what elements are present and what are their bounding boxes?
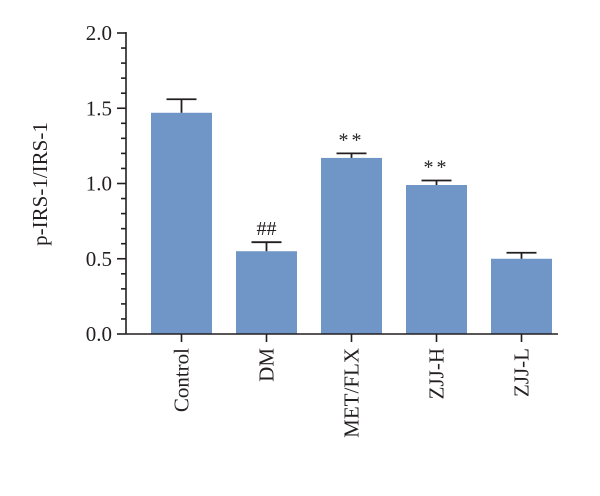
- bars: [151, 112, 552, 334]
- error-bar-control: [166, 98, 197, 113]
- x-tick-label: MET/FLX: [340, 348, 364, 438]
- y-tick-label: 0.5: [86, 247, 112, 271]
- bar-met-flx: [321, 157, 382, 334]
- x-tick-label: ZJJ-H: [425, 348, 449, 399]
- error-bar-zjj-l: [506, 251, 537, 259]
- significance-labels: ## ** **: [257, 129, 450, 240]
- bar-zjj-h: [406, 185, 467, 334]
- y-tick-label: 1.5: [86, 96, 112, 120]
- x-tick-label: Control: [170, 348, 194, 412]
- error-bars: [166, 98, 537, 259]
- y-tick-label: 1.0: [86, 172, 112, 196]
- significance-label: **: [339, 129, 365, 151]
- axes: [117, 32, 558, 342]
- y-axis-label: p-IRS-1/IRS-1: [28, 122, 52, 246]
- error-bar-zjj-h: [421, 179, 452, 186]
- bar-control: [151, 112, 212, 334]
- x-tick-label: DM: [255, 348, 279, 382]
- significance-label: ##: [257, 218, 277, 240]
- y-tick-labels: 0.0 0.5 1.0 1.5 2.0: [86, 21, 112, 346]
- y-tick-label: 2.0: [86, 21, 112, 45]
- error-bar-dm: [251, 241, 282, 252]
- x-category-labels: Control DM MET/FLX ZJJ-H ZJJ-L: [170, 348, 534, 438]
- significance-label: **: [424, 156, 450, 178]
- x-tick-label: ZJJ-L: [510, 348, 534, 397]
- error-bar-met-flx: [336, 152, 367, 158]
- bar-dm: [236, 251, 297, 334]
- bar-zjj-l: [491, 258, 552, 334]
- y-tick-label: 0.0: [86, 322, 112, 346]
